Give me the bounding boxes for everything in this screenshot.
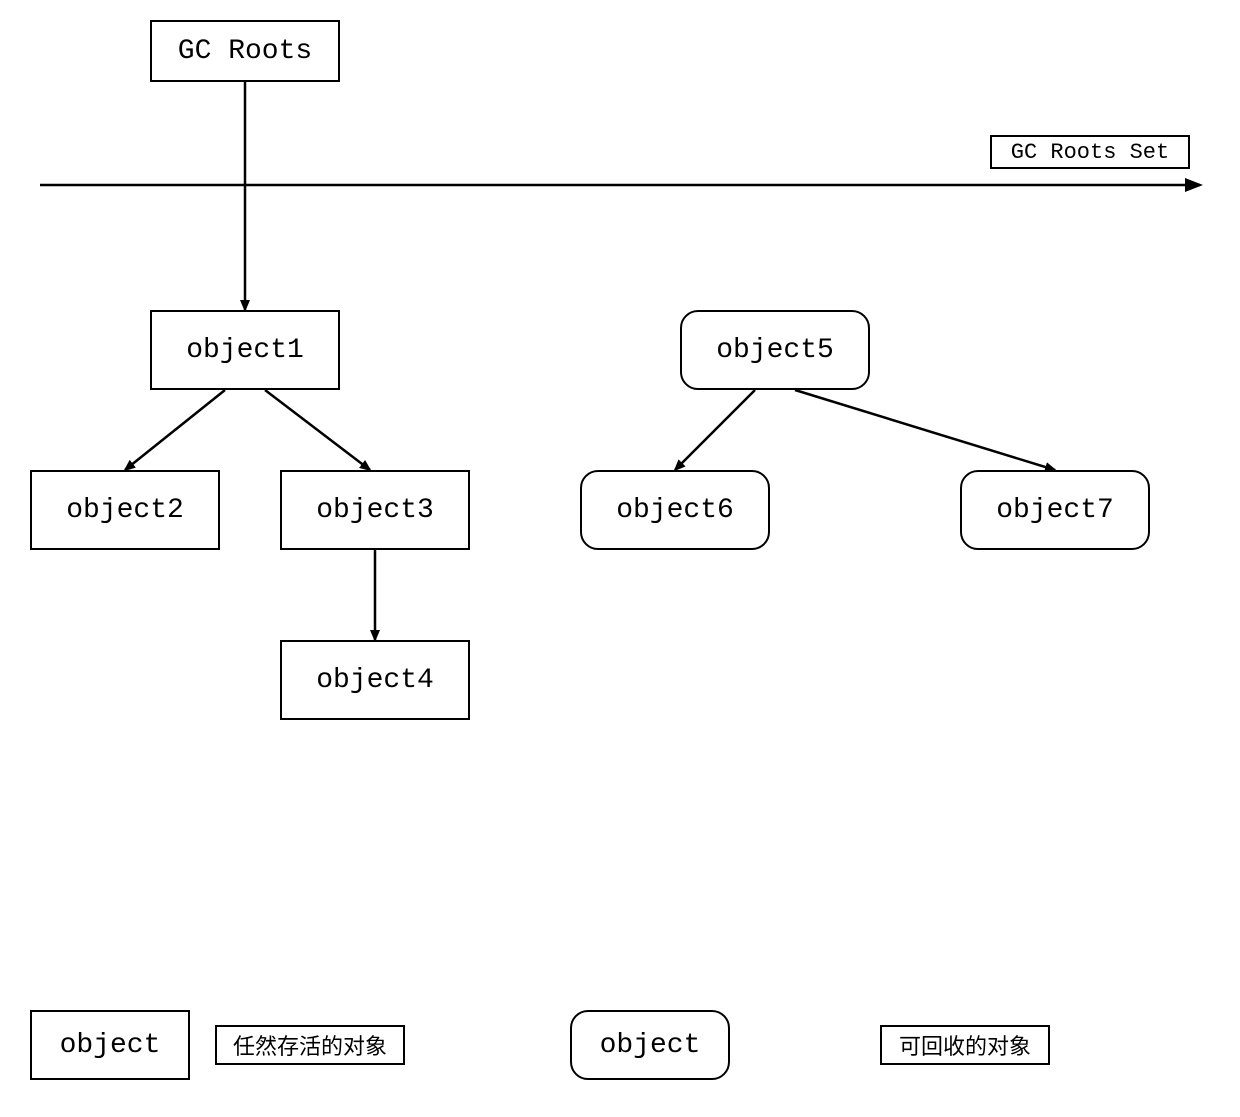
edge-object1-to-object3 (265, 390, 370, 470)
node-gc-roots: GC Roots (150, 20, 340, 82)
node-object3: object3 (280, 470, 470, 550)
edge-object5-to-object6 (675, 390, 755, 470)
legend-dead-label: 可回收的对象 (880, 1025, 1050, 1065)
node-object1: object1 (150, 310, 340, 390)
node-object6: object6 (580, 470, 770, 550)
gc-roots-set-label: GC Roots Set (990, 135, 1190, 169)
node-object4: object4 (280, 640, 470, 720)
edge-object5-to-object7 (795, 390, 1055, 470)
node-object7: object7 (960, 470, 1150, 550)
edge-object1-to-object2 (125, 390, 225, 470)
legend-live-label: 任然存活的对象 (215, 1025, 405, 1065)
legend-dead-sample: object (570, 1010, 730, 1080)
node-object5: object5 (680, 310, 870, 390)
node-object2: object2 (30, 470, 220, 550)
legend-live-sample: object (30, 1010, 190, 1080)
